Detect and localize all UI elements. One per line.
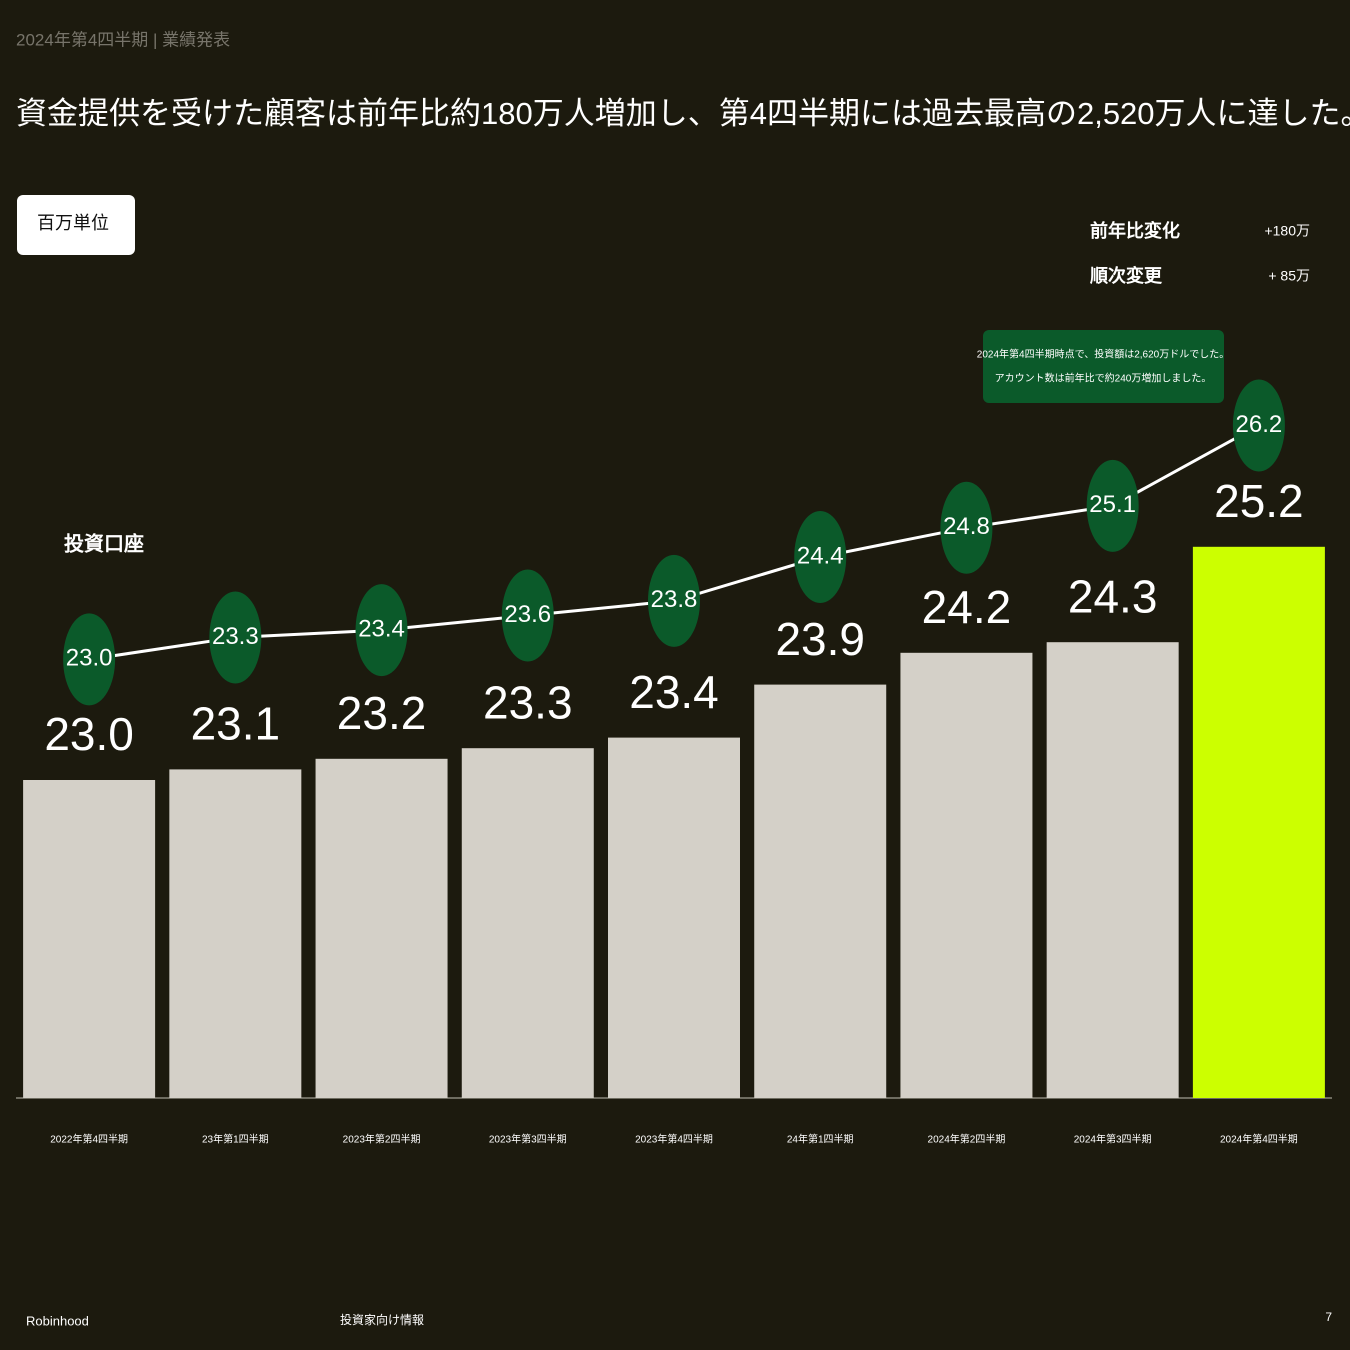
line-marker <box>648 554 700 647</box>
bar <box>315 758 448 1098</box>
bar <box>900 652 1033 1098</box>
bar-value-label: 25.2 <box>1214 475 1304 527</box>
bar <box>461 748 594 1098</box>
bar-value-label: 23.2 <box>337 687 427 739</box>
x-tick-label: 23年第1四半期 <box>202 1133 269 1146</box>
line-value-label: 24.4 <box>797 542 844 569</box>
line-marker <box>1086 459 1139 552</box>
line-marker <box>940 481 993 574</box>
bar <box>608 737 740 1098</box>
series-label: 投資口座 <box>64 531 144 555</box>
x-tick-label: 2024年第4四半期 <box>1220 1133 1298 1146</box>
chart-title: 資金提供を受けた顧客は前年比約180万人増加し、第4四半期には過去最高の2,52… <box>16 96 1350 131</box>
page-number: 7 <box>1325 1310 1332 1324</box>
line-value-label: 23.0 <box>66 645 113 672</box>
unit-label: 百万単位 <box>37 213 109 233</box>
bar-value-label: 23.4 <box>629 666 719 718</box>
line-value-label: 23.3 <box>212 623 259 650</box>
unit-box <box>17 195 135 255</box>
x-tick-label: 2022年第4四半期 <box>50 1133 128 1146</box>
bar <box>754 684 887 1098</box>
x-tick-label: 2023年第4四半期 <box>635 1133 713 1146</box>
bar-value-label: 24.3 <box>1068 570 1158 622</box>
bar <box>169 769 302 1098</box>
bar-value-label: 24.2 <box>922 581 1012 633</box>
stat-label: 前年比変化 <box>1090 220 1180 241</box>
line-marker <box>501 569 554 662</box>
line-value-label: 23.4 <box>358 615 405 642</box>
line-marker <box>63 613 116 706</box>
annotation: アカウント数は前年比で約240万増加しました。 <box>995 372 1212 385</box>
line-marker <box>355 584 408 677</box>
bar <box>1192 546 1325 1098</box>
line-marker <box>794 511 847 604</box>
x-tick-label: 2023年第2四半期 <box>343 1133 421 1146</box>
stat-label: 順次変更 <box>1090 265 1163 286</box>
line-marker <box>209 591 262 684</box>
bar-value-label: 23.0 <box>44 708 134 760</box>
line-value-label: 24.8 <box>943 513 990 540</box>
bar <box>23 780 156 1098</box>
annotation-box <box>983 330 1224 403</box>
stat-value: + 85万 <box>1268 268 1310 284</box>
line-value-label: 23.8 <box>651 586 698 613</box>
x-tick-label: 24年第1四半期 <box>787 1133 854 1146</box>
stat-value: +180万 <box>1264 223 1310 239</box>
header: 2024年第4四半期 | 業績発表 <box>16 30 230 49</box>
bar <box>1046 642 1179 1098</box>
bar-value-label: 23.3 <box>483 676 573 728</box>
x-tick-label: 2023年第3四半期 <box>489 1133 567 1146</box>
line-value-label: 26.2 <box>1236 411 1283 438</box>
brand: Robinhood <box>26 1313 89 1328</box>
x-tick-label: 2024年第3四半期 <box>1074 1133 1152 1146</box>
line-value-label: 25.1 <box>1089 491 1136 518</box>
bar-value-label: 23.9 <box>775 613 865 665</box>
line-marker <box>1232 379 1285 472</box>
line-value-label: 23.6 <box>504 601 551 628</box>
annotation: 2024年第4四半期時点で、投資額は2,620万ドルでした。 <box>977 348 1229 361</box>
footer-text: 投資家向け情報 <box>340 1312 424 1327</box>
bar-value-label: 23.1 <box>191 698 281 750</box>
x-tick-label: 2024年第2四半期 <box>928 1133 1006 1146</box>
